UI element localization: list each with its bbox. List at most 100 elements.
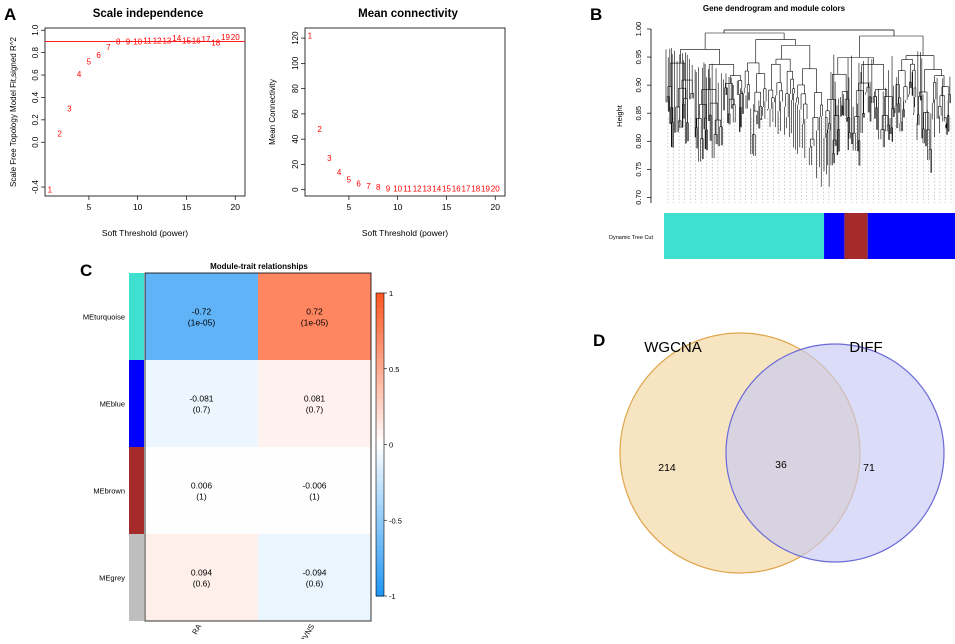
colorbar-step [376,404,384,410]
colorbar-step [376,399,384,405]
colorbar-tick-label: 0.5 [389,365,399,374]
colorbar-step [376,510,384,516]
cell-value: 0.006 [191,481,213,491]
cell-value: -0.081 [189,394,213,404]
point-label: 2 [57,129,62,138]
point-label: 15 [442,184,451,193]
point-label: 4 [337,168,342,177]
y-tick-label: 0.4 [31,91,40,103]
y-tick-label: 40 [291,134,300,143]
point-label: 13 [162,36,171,45]
colorbar-step [376,484,384,491]
y-tick-label: 0.2 [31,114,40,126]
point-label: 20 [491,184,500,193]
point-label: 6 [96,51,101,60]
point-label: 19 [221,33,230,42]
colorbar-step [376,459,384,466]
colorbar-step [376,469,384,476]
heatmap-cell [145,360,258,447]
point-label: 8 [376,183,381,192]
panel-letter-b: B [590,5,602,24]
heatmap-cell [145,534,258,621]
point-label: 1 [308,32,313,41]
y-tick-label: 0.75 [634,162,643,177]
cell-pvalue: (0.6) [193,579,211,589]
colorbar-step [376,565,384,572]
colorbar-step [376,454,384,461]
colorbar-step [376,333,384,340]
point-label: 15 [182,36,191,45]
colorbar-step [376,328,384,334]
y-tick-label: 0.8 [31,47,40,59]
dendrogram-title: Gene dendrogram and module colors [703,4,846,13]
colorbar-step [376,570,384,577]
colorbar-step [376,525,384,531]
colorbar-step [376,414,384,420]
heatmap-cell [258,360,371,447]
cell-value: 0.094 [191,568,213,578]
correlation-colorbar: 1 0.5 0 -0.5 -1 [375,289,402,601]
y-tick-label: 0.90 [634,78,643,93]
colorbar-step [376,580,384,587]
colorbar-step [376,585,384,592]
scale-independence-xlabel: Soft Threshold (power) [102,228,188,238]
panel-d: D WGCNA DIFF 214 36 71 [593,331,945,574]
dendrogram-ylabel: Height [615,104,624,127]
point-label: 17 [202,35,211,44]
point-label: 14 [432,184,441,193]
x-tick-label: 15 [442,202,452,212]
y-tick-label: 60 [291,109,300,118]
mean-connectivity-y-ticks: 0 20 40 60 80 100 120 [291,31,305,192]
y-tick-label: 0.85 [634,106,643,121]
colorbar-tick-label: -1 [389,592,396,601]
cell-pvalue: (1) [309,492,320,502]
colorbar-step [376,540,384,547]
colorbar-step [376,318,384,324]
module-segment-turquoise [664,213,825,259]
panel-letter-d: D [593,331,605,350]
x-tick-label: 15 [182,202,192,212]
scale-independence-frame [44,27,246,197]
colorbar-step [376,555,384,562]
y-tick-label: 120 [291,31,300,45]
colorbar-tick-label: 1 [389,289,393,298]
colorbar-tick-label: 0 [389,441,393,450]
point-label: 4 [77,70,82,79]
colorbar-step [376,409,384,415]
panel-b: B Gene dendrogram and module colors 0.70… [590,4,955,259]
colorbar-step [376,495,384,501]
x-tick-label: 20 [491,202,501,212]
colorbar-step [376,419,384,425]
colorbar-step [376,343,384,350]
x-tick-label: 10 [133,202,143,212]
colorbar-step [376,338,384,345]
point-label: 10 [393,184,402,193]
row-color-turquoise [129,273,144,360]
colorbar-step [376,520,384,526]
panel-a: A Scale independence 5 10 15 20 -0.40.00.20… [4,5,506,238]
module-trait-heatmap: MEturquoise-0.72(1e-05)0.72(1e-05)MEblue… [83,273,371,644]
colorbar-step [376,474,384,481]
y-tick-label: 0.80 [634,134,643,149]
x-tick-label: 10 [393,202,403,212]
point-label: 2 [317,125,322,134]
x-tick-label: 20 [231,202,241,212]
point-label: 18 [211,39,220,48]
point-label: 5 [347,176,352,185]
x-tick-label: 5 [87,202,92,212]
colorbar-step [376,575,384,582]
colorbar-step [376,500,384,506]
y-tick-label: 0 [291,187,300,192]
colorbar-step [376,530,384,536]
point-label: 3 [327,154,332,163]
colorbar-step [376,353,384,360]
colorbar-step [376,358,384,365]
scale-independence-chart: Scale independence 5 10 15 20 -0.40.00.20.4… [9,8,246,238]
panel-letter-c: C [80,261,92,280]
venn-label-wgcna: WGCNA [644,339,702,356]
colorbar-step [376,373,384,380]
point-label: 5 [87,58,92,67]
point-label: 12 [413,184,422,193]
